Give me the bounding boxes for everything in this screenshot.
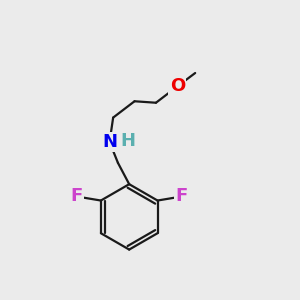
Text: F: F	[176, 187, 188, 205]
Text: N: N	[102, 133, 117, 151]
Text: F: F	[70, 187, 83, 205]
Text: H: H	[121, 132, 136, 150]
Text: O: O	[170, 77, 185, 95]
